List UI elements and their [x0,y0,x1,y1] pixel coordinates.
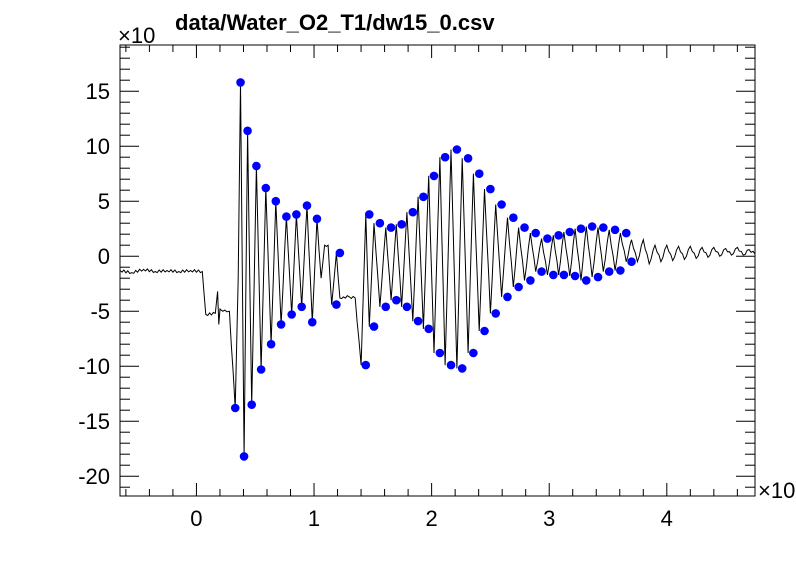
peak-point [386,223,396,232]
peak-point [413,316,423,326]
peak-point [599,223,608,232]
peak-point [435,348,445,358]
y-tick-label: -5 [90,299,110,324]
peak-point [457,364,467,373]
peak-point [497,200,506,209]
peak-point [559,270,569,280]
peak-point [369,322,379,331]
y-tick-label: 10 [86,134,110,159]
x-multiplier-label: ×10 [758,478,795,503]
y-tick-label: 15 [86,79,110,104]
axis-ticks [120,45,755,496]
peak-point [307,317,317,327]
peak-point [440,152,450,162]
x-tick-label: 0 [190,506,202,531]
peak-point [364,210,374,219]
peak-point [397,220,406,229]
x-tick-label: 2 [425,506,437,531]
peak-point [247,400,257,410]
peak-point [276,320,286,329]
y-multiplier-label: ×10 [118,23,155,48]
peak-point [604,267,614,276]
peak-point [392,295,401,305]
peak-point [549,270,558,280]
x-tick-labels: 0 1 2 3 4 [190,506,673,531]
peak-point [361,360,371,370]
peak-point [332,300,341,309]
peak-point [381,302,391,312]
peak-point [292,210,301,219]
peak-point [408,207,418,217]
y-tick-label: -20 [78,464,110,489]
peak-point [302,201,312,210]
peak-point [531,228,540,238]
peak-point [469,348,478,358]
peak-point [230,403,240,413]
peak-point [282,212,291,221]
peak-point [526,276,535,285]
peak-point [576,224,586,233]
chart-title: data/Water_O2_T1/dw15_0.csv [175,10,495,35]
peak-point [287,310,296,319]
peak-point [335,248,345,258]
y-tick-labels: -20 -15 -10 -5 0 5 10 15 [78,79,110,489]
peak-point [252,161,261,171]
peak-point [581,276,591,285]
series-layer [119,78,756,461]
peak-point [627,257,636,267]
peak-point [452,145,462,154]
peak-point [375,218,385,228]
peak-point [621,228,631,238]
y-tick-label: 5 [98,189,110,214]
x-tick-label: 4 [661,506,673,531]
peak-point [261,183,271,193]
waveform-line [119,82,756,457]
peak-point [509,213,518,222]
peak-point [266,339,276,349]
peak-point [463,154,473,163]
peak-point [297,302,306,312]
y-tick-label: -15 [78,409,110,434]
peak-point [616,266,625,275]
peak-point [446,360,456,370]
peak-point [593,272,603,282]
peak-point [486,184,495,194]
peak-point [587,222,597,231]
peak-point [610,225,620,235]
peak-point [271,196,281,206]
peak-point [565,227,575,237]
peak-point [537,267,546,276]
x-tick-label: 3 [543,506,555,531]
peak-point [429,171,439,181]
peak-point [424,324,433,334]
peak-point [514,282,523,292]
y-tick-label: 0 [98,244,110,269]
peak-point [419,192,428,202]
peak-point [312,214,322,224]
peak-point [480,326,489,336]
peak-point [256,365,266,374]
peak-point [236,78,245,87]
peak-point [503,292,512,302]
y-tick-label: -10 [78,354,110,379]
peak-point [554,231,563,240]
peak-point [239,452,249,461]
peak-point [491,309,501,318]
x-tick-label: 1 [308,506,320,531]
peak-point [570,271,580,281]
peak-point [474,169,484,178]
peak-point [243,126,252,136]
peak-point [520,223,529,232]
peak-point [402,302,412,312]
peak-point [543,234,552,243]
